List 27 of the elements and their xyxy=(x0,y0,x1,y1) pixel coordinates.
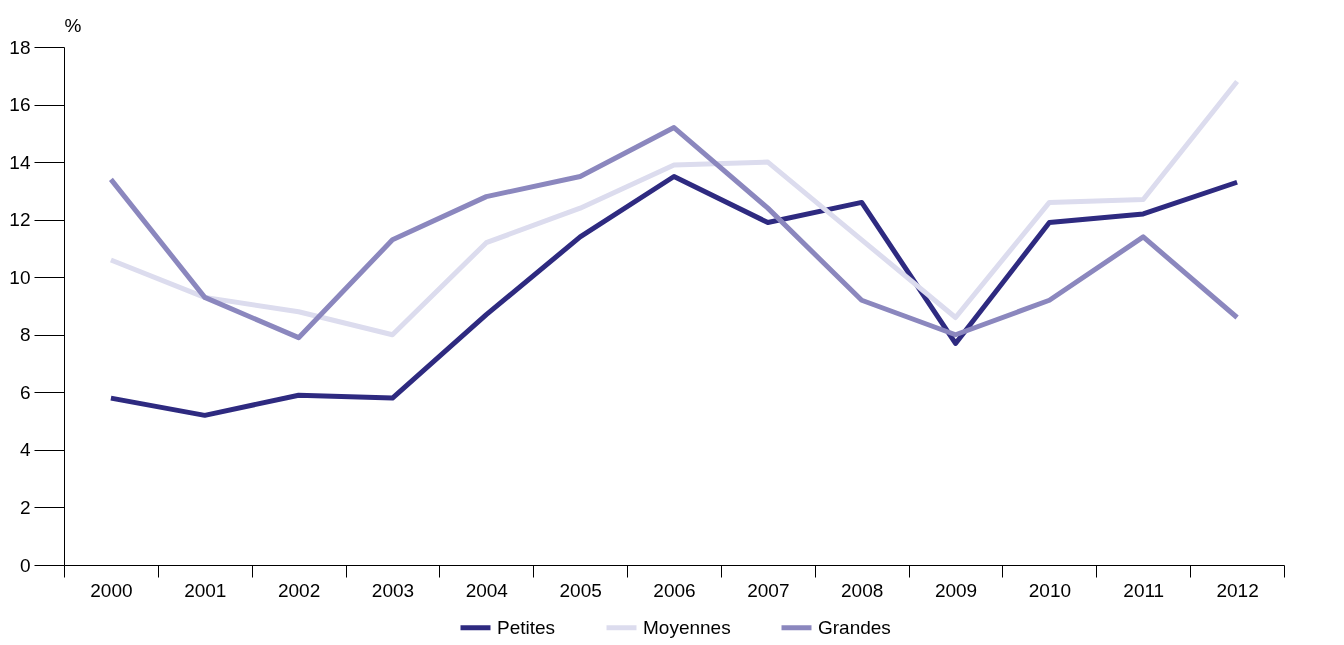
legend-label: Grandes xyxy=(818,616,891,638)
x-tick-label: 2000 xyxy=(90,579,133,601)
x-tick-label: 2012 xyxy=(1216,579,1259,601)
y-tick-label: 18 xyxy=(9,36,31,58)
y-tick-label: 2 xyxy=(19,496,31,518)
y-tick-label: 16 xyxy=(9,94,31,116)
x-tick-label: 2011 xyxy=(1123,579,1165,601)
x-tick-label: 2008 xyxy=(841,579,884,601)
x-tick-label: 2002 xyxy=(277,579,321,601)
y-axis-title: % xyxy=(64,14,82,36)
y-tick-label: 6 xyxy=(19,381,31,403)
x-tick-label: 2005 xyxy=(559,579,602,601)
x-tick-label: 2001 xyxy=(184,579,227,601)
x-tick-label: 2009 xyxy=(934,579,978,601)
legend-label: Moyennes xyxy=(643,616,731,638)
x-tick-label: 2006 xyxy=(653,579,696,601)
legend-label: Petites xyxy=(497,616,556,638)
x-tick-label: 2004 xyxy=(465,579,509,601)
y-tick-label: 4 xyxy=(19,439,31,461)
y-tick-label: 0 xyxy=(19,554,31,576)
y-tick-label: 14 xyxy=(9,151,31,173)
y-tick-label: 10 xyxy=(9,266,31,288)
x-tick-label: 2003 xyxy=(371,579,415,601)
y-tick-label: 8 xyxy=(19,324,31,346)
y-tick-label: 12 xyxy=(9,209,31,231)
x-tick-label: 2007 xyxy=(747,579,790,601)
x-tick-label: 2010 xyxy=(1028,579,1072,601)
